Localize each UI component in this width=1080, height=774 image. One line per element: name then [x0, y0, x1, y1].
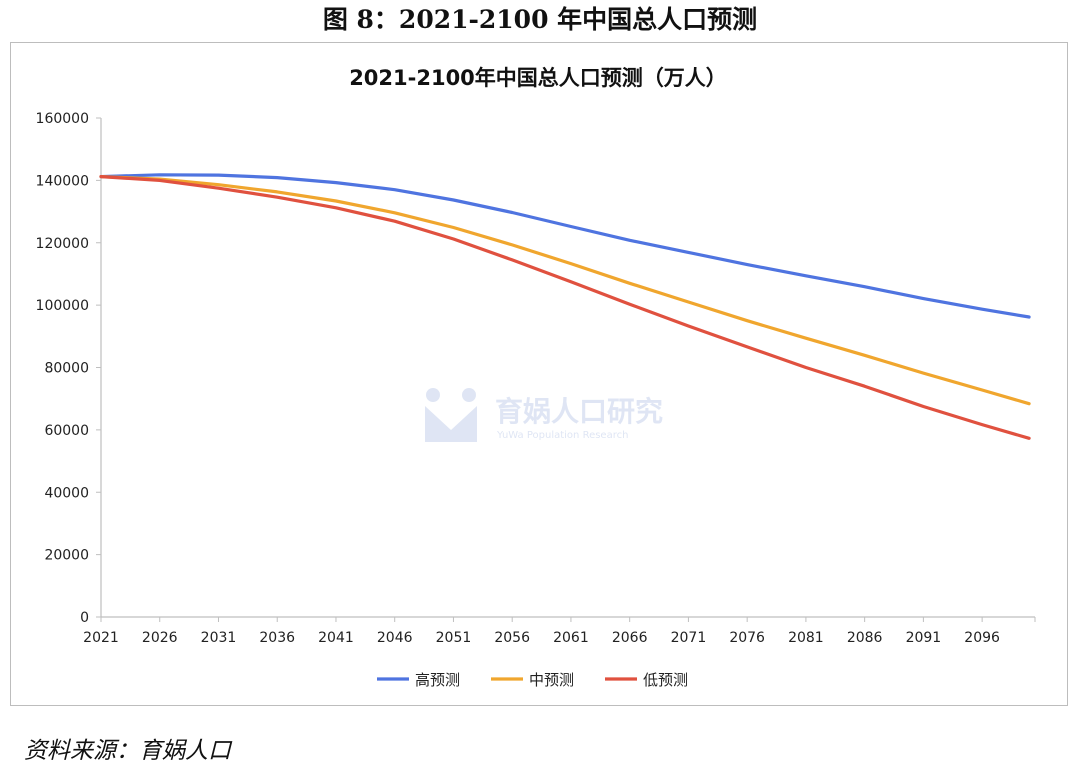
x-tick-label: 2056 [494, 630, 530, 646]
watermark-subtext: YuWa Population Research [497, 430, 629, 441]
x-tick-label: 2041 [318, 630, 354, 646]
legend: 高预测 中预测 低预测 [377, 671, 688, 689]
legend-label-high: 高预测 [415, 671, 460, 689]
x-tick-label: 2096 [964, 630, 1000, 646]
x-tick-label: 2076 [729, 630, 765, 646]
x-tick-label: 2021 [83, 630, 119, 646]
x-tick-label: 2071 [671, 630, 707, 646]
y-tick-label: 20000 [44, 548, 89, 564]
x-tick-label: 2086 [847, 630, 883, 646]
figure-title: 图 8：2021-2100 年中国总人口预测 [322, 5, 758, 34]
y-tick-label: 0 [80, 610, 89, 626]
watermark-text: 育娲人口研究 [495, 395, 664, 428]
x-tick-label: 2066 [612, 630, 648, 646]
chart-title: 2021-2100年中国总人口预测（万人） [349, 66, 727, 90]
x-tick-label: 2061 [553, 630, 589, 646]
series-line-high [99, 173, 1031, 319]
line-chart: 2021-2100年中国总人口预测（万人） 0 20000 40000 60000 80… [36, 66, 1036, 689]
y-tick-label: 60000 [44, 423, 89, 439]
y-tick-label: 120000 [36, 236, 89, 252]
watermark: 育娲人口研究 YuWa Population Research [423, 386, 663, 446]
x-tick-label: 2031 [201, 630, 237, 646]
y-tick-label: 80000 [44, 361, 89, 377]
x-tick-label: 2081 [788, 630, 824, 646]
axes: 0 20000 40000 60000 80000 100000 120000 140000 1… [36, 111, 1036, 646]
legend-label-mid: 中预测 [529, 671, 574, 689]
y-tick-label: 160000 [36, 111, 89, 127]
x-tick-label: 2046 [377, 630, 413, 646]
series-lines [99, 173, 1031, 440]
chart-frame: 2021-2100年中国总人口预测（万人） 0 20000 40000 60000 80… [10, 42, 1068, 706]
legend-label-low: 低预测 [643, 671, 688, 689]
series-line-mid [99, 175, 1031, 406]
x-tick-label: 2036 [259, 630, 295, 646]
x-tick-label: 2026 [142, 630, 178, 646]
x-tick-label: 2051 [436, 630, 472, 646]
y-tick-label: 100000 [36, 298, 89, 314]
y-tick-label: 40000 [44, 485, 89, 501]
series-line-low [99, 175, 1031, 440]
watermark-logo-icon [425, 388, 477, 442]
y-tick-label: 140000 [36, 173, 89, 189]
x-tick-label: 2091 [906, 630, 942, 646]
source-note: 资料来源：育娲人口 [24, 738, 231, 764]
